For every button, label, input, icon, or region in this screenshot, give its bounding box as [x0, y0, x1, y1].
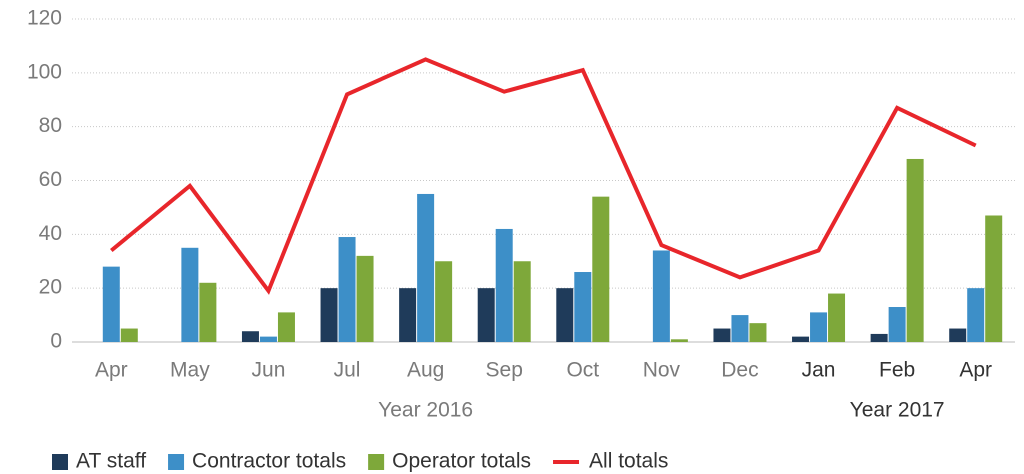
bar	[592, 196, 610, 342]
bar	[731, 315, 749, 342]
x-tick-label: Aug	[407, 359, 444, 382]
x-tick-label: Jan	[802, 359, 836, 382]
x-tick-label: Jul	[334, 359, 361, 382]
y-tick-label: 60	[39, 168, 62, 191]
x-tick-label: Apr	[959, 359, 992, 382]
bar	[356, 255, 374, 342]
bar	[985, 215, 1003, 342]
bar	[888, 307, 906, 342]
x-tick-label: May	[170, 359, 210, 382]
bar	[556, 288, 574, 342]
y-tick-label: 0	[50, 330, 62, 353]
group-label: Year 2016	[378, 399, 473, 422]
legend-swatch	[168, 454, 185, 470]
legend-label: Contractor totals	[192, 450, 346, 473]
line	[110, 57, 977, 295]
bar	[199, 282, 217, 342]
y-tick-label: 20	[39, 276, 62, 299]
x-tick-label: Dec	[721, 359, 758, 382]
x-tick-label: Feb	[879, 359, 915, 382]
bar	[949, 328, 967, 342]
bar	[574, 272, 592, 342]
bar	[967, 288, 985, 342]
bar	[810, 312, 828, 342]
bar	[906, 158, 924, 342]
y-tick-label: 40	[39, 222, 62, 245]
bar	[259, 336, 277, 342]
bar	[277, 312, 295, 342]
bar	[399, 288, 417, 342]
y-tick-label: 80	[39, 114, 62, 137]
bar	[417, 193, 435, 342]
bar	[241, 331, 259, 342]
x-tick-label: Jun	[252, 359, 286, 382]
x-tick-label: Oct	[566, 359, 599, 382]
bar	[181, 247, 199, 342]
legend-label: All totals	[589, 450, 668, 473]
group-label: Year 2017	[850, 399, 945, 422]
bar	[713, 328, 731, 342]
bar	[828, 293, 846, 342]
legend-swatch	[368, 454, 385, 470]
bar	[338, 237, 356, 342]
bar	[652, 250, 670, 342]
bar	[320, 288, 338, 342]
bar	[513, 261, 531, 342]
bar	[670, 339, 688, 342]
bar	[102, 266, 120, 342]
x-tick-label: Nov	[643, 359, 681, 382]
bar	[749, 323, 767, 342]
y-tick-label: 120	[27, 7, 62, 30]
bar	[870, 333, 888, 342]
bar	[435, 261, 453, 342]
legend-label: AT staff	[76, 450, 146, 473]
bar	[495, 228, 513, 342]
y-tick-label: 100	[27, 60, 62, 83]
legend-swatch	[52, 454, 68, 470]
x-tick-label: Sep	[486, 359, 523, 382]
bar	[120, 328, 138, 342]
bar	[792, 336, 810, 342]
x-tick-label: Apr	[95, 359, 128, 382]
legend-label: Operator totals	[392, 450, 531, 473]
bar	[477, 288, 495, 342]
